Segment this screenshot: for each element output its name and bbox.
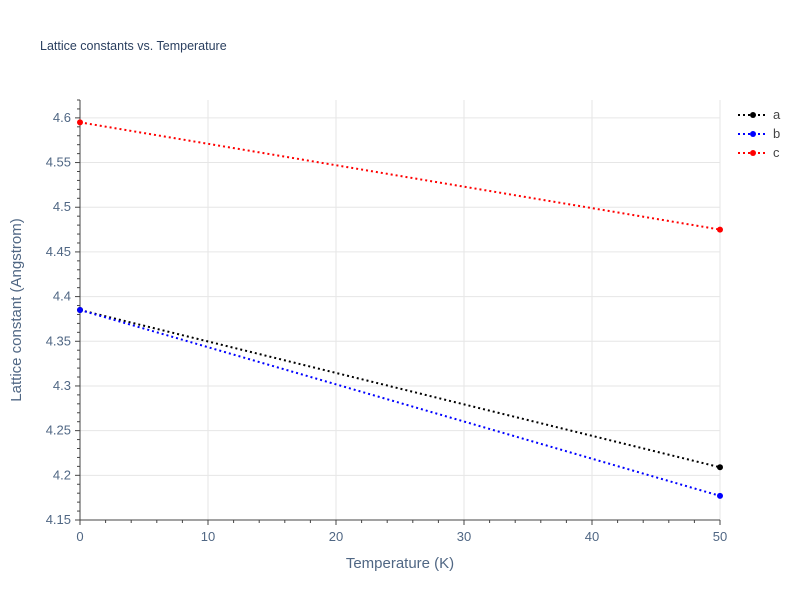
x-tick-label: 20: [329, 529, 343, 544]
legend-item-a[interactable]: a: [738, 107, 781, 122]
x-tick-label: 10: [201, 529, 215, 544]
y-axis-title: Lattice constant (Angstrom): [8, 218, 25, 401]
y-tick-label: 4.6: [53, 110, 71, 125]
data-point-b-1[interactable]: [717, 492, 723, 499]
y-tick-label: 4.35: [46, 333, 71, 348]
legend-label: c: [773, 145, 780, 160]
data-point-c-1[interactable]: [717, 226, 723, 233]
y-tick-label: 4.5: [53, 199, 71, 214]
series-layer: [77, 119, 723, 499]
data-point-a-1[interactable]: [717, 464, 723, 471]
y-tick-label: 4.45: [46, 244, 71, 259]
x-tick-label: 30: [457, 529, 471, 544]
y-tick-label: 4.4: [53, 289, 71, 304]
x-axis-title: Temperature (K): [346, 555, 454, 572]
chart-title: Lattice constants vs. Temperature: [40, 39, 227, 53]
y-tick-label: 4.55: [46, 155, 71, 170]
legend-label: a: [773, 107, 781, 122]
legend-swatch-marker: [750, 150, 756, 156]
x-tick-label: 0: [76, 529, 83, 544]
y-tick-label: 4.2: [53, 467, 71, 482]
legend[interactable]: abc: [738, 107, 781, 160]
series-line-c[interactable]: [79, 121, 721, 231]
data-point-b-0[interactable]: [77, 307, 83, 313]
legend-item-b[interactable]: b: [738, 126, 780, 141]
y-tick-label: 4.3: [53, 378, 71, 393]
x-tick-label: 40: [585, 529, 599, 544]
series-line-b[interactable]: [79, 309, 721, 497]
grid-lines: [79, 100, 721, 521]
y-tick-label: 4.25: [46, 423, 71, 438]
axes: 0 10 20 30 40 50 4.15 4.2 4.25 4.3 4.35 4.4 4.45 4.5 4…: [46, 99, 727, 544]
series-line-a[interactable]: [79, 309, 721, 469]
y-tick-label: 4.15: [46, 512, 71, 527]
legend-label: b: [773, 126, 780, 141]
x-tick-label: 50: [713, 529, 727, 544]
data-point-c-0[interactable]: [77, 119, 83, 126]
legend-item-c[interactable]: c: [738, 145, 780, 160]
legend-swatch-marker: [750, 131, 756, 137]
legend-swatch-marker: [750, 112, 756, 118]
